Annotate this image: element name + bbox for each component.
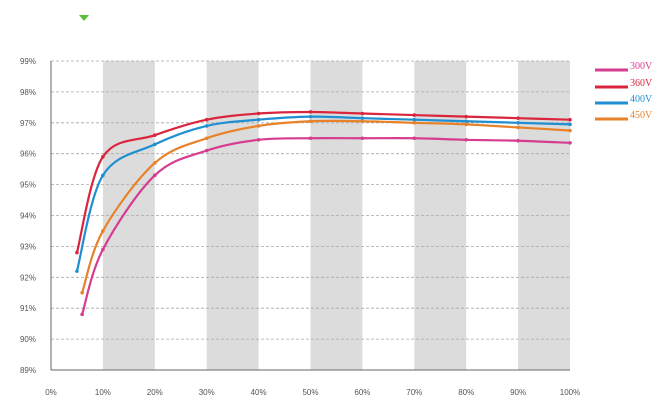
data-point-360V-1 [101,154,105,159]
series-450V [80,119,572,295]
legend-label-450V: 450V [630,110,653,121]
x-tick-label-9: 90% [510,388,526,397]
x-tick-label-5: 50% [302,388,318,397]
x-tick-label-10: 100% [560,388,580,397]
data-point-300V-1 [101,247,105,252]
data-point-400V-8 [464,119,469,124]
data-point-400V-0 [75,269,79,273]
y-tick-label-3: 92% [20,273,36,282]
data-point-450V-6 [360,119,365,124]
data-point-360V-5 [308,110,313,114]
data-point-360V-7 [412,113,417,117]
x-tick-labels: 0% 10% 20% 30% 40% 50% 60% 70% 80% 90% 100% [45,388,580,397]
data-point-450V-7 [412,121,417,125]
x-tick-label-3: 30% [199,388,215,397]
y-tick-label-2: 91% [20,304,36,313]
x-tick-label-4: 40% [251,388,267,397]
axes [50,61,570,371]
y-tick-label-4: 93% [20,242,36,251]
data-point-400V-9 [516,121,520,125]
data-point-300V-8 [464,137,469,142]
series-360V [75,110,572,255]
data-point-450V-0 [80,290,84,295]
y-tick-label-8: 97% [20,119,36,128]
legend-item-360V: 360V [595,78,653,89]
series-group [75,110,572,317]
data-point-300V-6 [360,136,365,141]
y-tick-labels: 89% 90% 91% 92% 93% 94% 95% 96% 97% 98% 99% [20,57,36,375]
marker-icon [79,15,89,21]
data-point-360V-2 [153,133,157,137]
data-point-300V-5 [308,136,313,141]
data-point-300V-10 [568,141,572,145]
series-line-360V [75,110,571,253]
x-tick-label-2: 20% [147,388,163,397]
data-point-300V-9 [516,138,520,143]
data-point-300V-2 [153,173,157,178]
data-point-450V-5 [308,119,313,124]
x-tick-label-7: 70% [406,388,422,397]
data-point-450V-9 [516,125,520,130]
x-tick-label-0: 0% [45,388,57,397]
legend: 300V 360V 400V 450V [595,61,653,121]
data-point-450V-3 [204,136,209,141]
data-point-300V-7 [412,136,417,141]
data-point-400V-4 [256,117,261,122]
y-tick-label-10: 99% [20,57,36,66]
series-line-450V [81,119,571,294]
y-tick-label-7: 96% [20,150,36,159]
y-tick-label-6: 95% [20,181,36,190]
series-300V [80,136,572,317]
data-point-400V-5 [308,114,313,119]
data-point-360V-6 [360,111,365,116]
data-point-360V-0 [75,250,79,255]
y-tick-label-9: 98% [20,88,36,97]
data-point-300V-3 [204,148,209,153]
x-tick-label-1: 10% [95,388,111,397]
legend-label-360V: 360V [630,78,653,89]
series-line-300V [81,137,571,315]
x-tick-label-8: 80% [458,388,474,397]
y-tick-label-5: 94% [20,212,36,221]
data-point-360V-4 [256,111,261,116]
x-tick-label-6: 60% [354,388,370,397]
legend-item-400V: 400V [595,94,653,105]
data-point-400V-1 [101,173,105,178]
y-tick-label-0: 89% [20,366,36,375]
series-400V [75,114,572,273]
series-line-400V [75,115,571,272]
legend-item-300V: 300V [595,61,653,72]
data-point-400V-3 [204,124,209,128]
data-point-360V-10 [568,117,572,122]
data-point-360V-9 [516,116,520,120]
legend-label-400V: 400V [630,94,653,105]
data-point-400V-2 [153,142,157,147]
data-point-400V-6 [360,116,365,120]
legend-item-450V: 450V [595,110,653,121]
data-point-400V-7 [412,117,417,122]
data-point-400V-10 [568,122,572,127]
data-point-450V-4 [256,124,261,128]
data-point-450V-2 [153,161,157,165]
data-point-450V-10 [568,128,572,133]
y-tick-label-1: 90% [20,335,36,344]
legend-label-300V: 300V [630,61,653,72]
data-point-450V-8 [464,122,469,127]
data-point-360V-3 [204,117,209,122]
data-point-360V-8 [464,114,469,119]
data-point-450V-1 [101,229,105,233]
data-point-300V-4 [256,137,261,142]
data-point-300V-0 [80,312,84,317]
